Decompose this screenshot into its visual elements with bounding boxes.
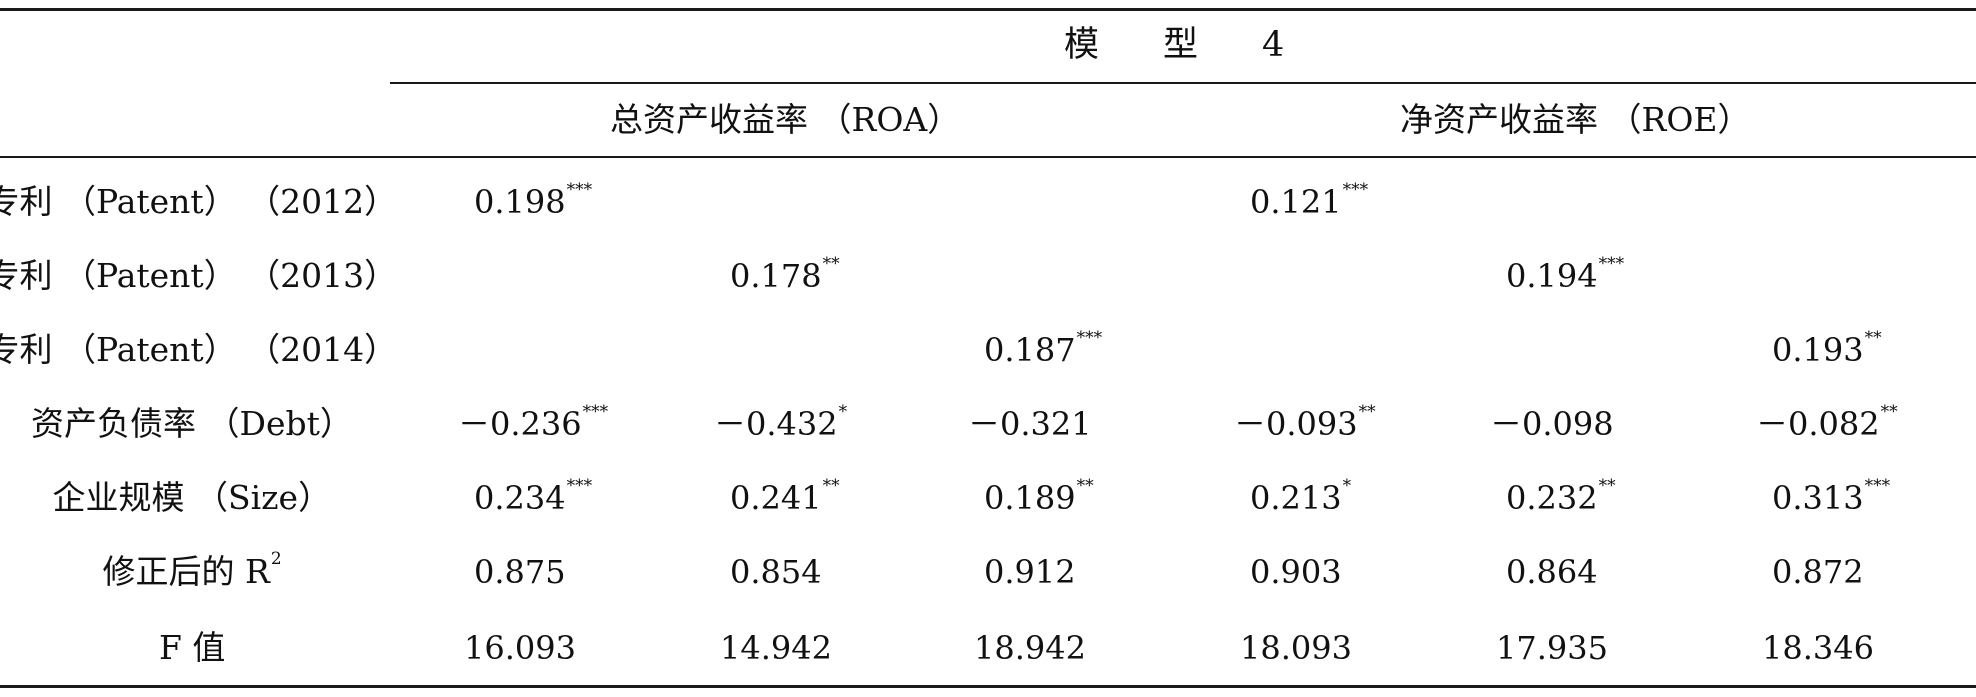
cell-value: 0.232 — [1506, 479, 1598, 517]
model-number: 4 — [1262, 25, 1285, 65]
cell-value: 0.912 — [984, 553, 1076, 591]
cell-value: 0.198 — [474, 183, 566, 221]
significance-stars: *** — [1864, 476, 1891, 496]
significance-stars: * — [838, 402, 848, 422]
cell-value: 0.193 — [1772, 331, 1864, 369]
table-cell: －0.432* — [714, 404, 847, 443]
model-rule — [390, 82, 1976, 84]
table-cell: 0.854 — [730, 556, 822, 588]
row-label: 资产负债率 （Debt） — [31, 404, 353, 443]
table-cell: －0.236*** — [458, 404, 608, 443]
cell-value: 0.864 — [1506, 553, 1598, 591]
table-cell: 0.187*** — [984, 330, 1102, 369]
significance-stars: * — [1342, 476, 1352, 496]
cell-value: 0.121 — [1250, 183, 1342, 221]
table-cell: －0.093** — [1234, 404, 1376, 443]
model-title: 模 型 4 — [1064, 28, 1284, 63]
table-cell: －0.321 — [968, 408, 1092, 440]
cell-value: －0.321 — [968, 405, 1092, 443]
group-header-roe: 净资产收益率 （ROE） — [1400, 100, 1751, 139]
cell-value: 16.093 — [464, 629, 576, 667]
table-cell: 0.872 — [1772, 556, 1864, 588]
cell-value: 0.903 — [1250, 553, 1342, 591]
row-label: F 值 — [159, 628, 226, 667]
table-cell: 14.942 — [720, 632, 832, 664]
table-cell: 18.093 — [1240, 632, 1352, 664]
cell-value: 0.313 — [1772, 479, 1864, 517]
row-label: 修正后的 R2 — [102, 549, 282, 591]
table-cell: 17.935 — [1496, 632, 1608, 664]
significance-stars: *** — [566, 180, 593, 200]
significance-stars: ** — [1880, 402, 1898, 422]
cell-value: 0.872 — [1772, 553, 1864, 591]
table-cell: 16.093 — [464, 632, 576, 664]
table-cell: 0.864 — [1506, 556, 1598, 588]
table-cell: 0.232** — [1506, 478, 1616, 517]
cell-value: 0.187 — [984, 331, 1076, 369]
significance-stars: *** — [566, 476, 593, 496]
table-cell: 18.346 — [1762, 632, 1874, 664]
cell-value: 14.942 — [720, 629, 832, 667]
table-cell: 0.178** — [730, 256, 840, 295]
cell-value: －0.432 — [714, 405, 838, 443]
row-label: 企业规模 （Size） — [52, 478, 332, 517]
cell-value: 17.935 — [1496, 629, 1608, 667]
table-cell: 0.189** — [984, 478, 1094, 517]
cell-value: －0.236 — [458, 405, 582, 443]
cell-value: 0.213 — [1250, 479, 1342, 517]
cell-value: 0.178 — [730, 257, 822, 295]
table-cell: 18.942 — [974, 632, 1086, 664]
cell-value: 0.194 — [1506, 257, 1598, 295]
cell-value: 18.942 — [974, 629, 1086, 667]
table-cell: 0.903 — [1250, 556, 1342, 588]
table-cell: －0.082** — [1756, 404, 1898, 443]
significance-stars: ** — [1598, 476, 1616, 496]
group-header-roa: 总资产收益率 （ROA） — [610, 100, 961, 139]
significance-stars: *** — [582, 402, 609, 422]
table-cell: 0.121*** — [1250, 182, 1368, 221]
significance-stars: *** — [1076, 328, 1103, 348]
table-cell: 0.198*** — [474, 182, 592, 221]
row-label-superscript: 2 — [270, 549, 282, 569]
significance-stars: *** — [1342, 180, 1369, 200]
significance-stars: ** — [1864, 328, 1882, 348]
model-title-char-1: 模 — [1064, 25, 1100, 65]
row-label: 专利 （Patent） （2014） — [0, 330, 398, 369]
table-cell: 0.213* — [1250, 478, 1351, 517]
significance-stars: ** — [1358, 402, 1376, 422]
table-cell: 0.194*** — [1506, 256, 1624, 295]
cell-value: 0.854 — [730, 553, 822, 591]
significance-stars: *** — [1598, 254, 1625, 274]
cell-value: 18.093 — [1240, 629, 1352, 667]
cell-value: 0.875 — [474, 553, 566, 591]
row-label: 专利 （Patent） （2013） — [0, 256, 398, 295]
table-cell: 0.875 — [474, 556, 566, 588]
cell-value: 18.346 — [1762, 629, 1874, 667]
row-label: 专利 （Patent） （2012） — [0, 182, 398, 221]
table-cell: 0.193** — [1772, 330, 1882, 369]
bottom-rule — [0, 685, 1976, 688]
significance-stars: ** — [822, 476, 840, 496]
table-cell: －0.098 — [1490, 408, 1614, 440]
cell-value: 0.241 — [730, 479, 822, 517]
top-rule — [0, 8, 1976, 11]
model-title-char-2: 型 — [1163, 25, 1199, 65]
header-rule — [0, 156, 1976, 158]
cell-value: －0.098 — [1490, 405, 1614, 443]
cell-value: －0.093 — [1234, 405, 1358, 443]
cell-value: －0.082 — [1756, 405, 1880, 443]
table-cell: 0.234*** — [474, 478, 592, 517]
significance-stars: ** — [1076, 476, 1094, 496]
table-cell: 0.313*** — [1772, 478, 1890, 517]
table-cell: 0.912 — [984, 556, 1076, 588]
cell-value: 0.234 — [474, 479, 566, 517]
cell-value: 0.189 — [984, 479, 1076, 517]
table-cell: 0.241** — [730, 478, 840, 517]
significance-stars: ** — [822, 254, 840, 274]
